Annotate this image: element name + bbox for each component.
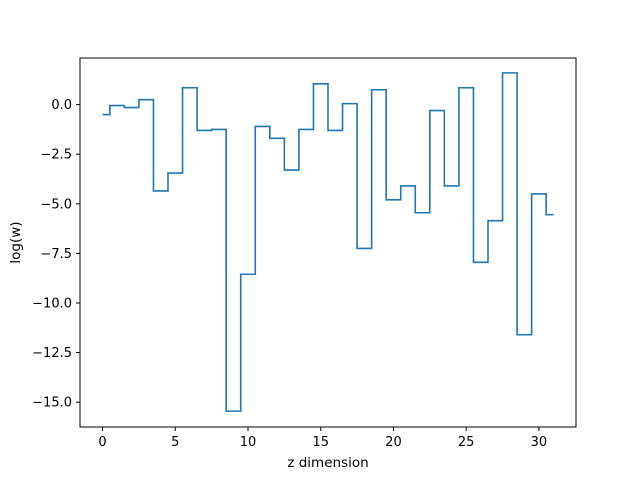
series-line [102,72,554,412]
y-tick-label: −12.5 [32,346,72,361]
plot-area-frame [79,57,577,428]
y-tick-label: 0.0 [51,98,72,113]
x-tick-label: 20 [385,435,402,450]
y-tick-label: −2.5 [40,148,72,163]
x-tick-label: 25 [458,435,475,450]
series-layer [102,72,554,412]
x-tick-label: 5 [171,435,179,450]
x-tick-label: 15 [312,435,329,450]
y-tick-label: −5.0 [40,197,72,212]
y-tick-label: −10.0 [32,297,72,312]
x-tick-label: 0 [98,435,106,450]
x-axis-label: z dimension [287,455,368,471]
x-tick-label: 10 [240,435,257,450]
y-axis: 0.0 −2.5 −5.0 −7.5 −10.0 −12.5 −15.0 [32,98,80,411]
y-tick-label: −7.5 [40,247,72,262]
y-tick-label: −15.0 [32,396,72,411]
x-tick-label: 30 [531,435,548,450]
y-axis-label: log(w) [8,221,24,263]
x-axis: 0 5 10 15 20 25 30 [98,427,547,450]
